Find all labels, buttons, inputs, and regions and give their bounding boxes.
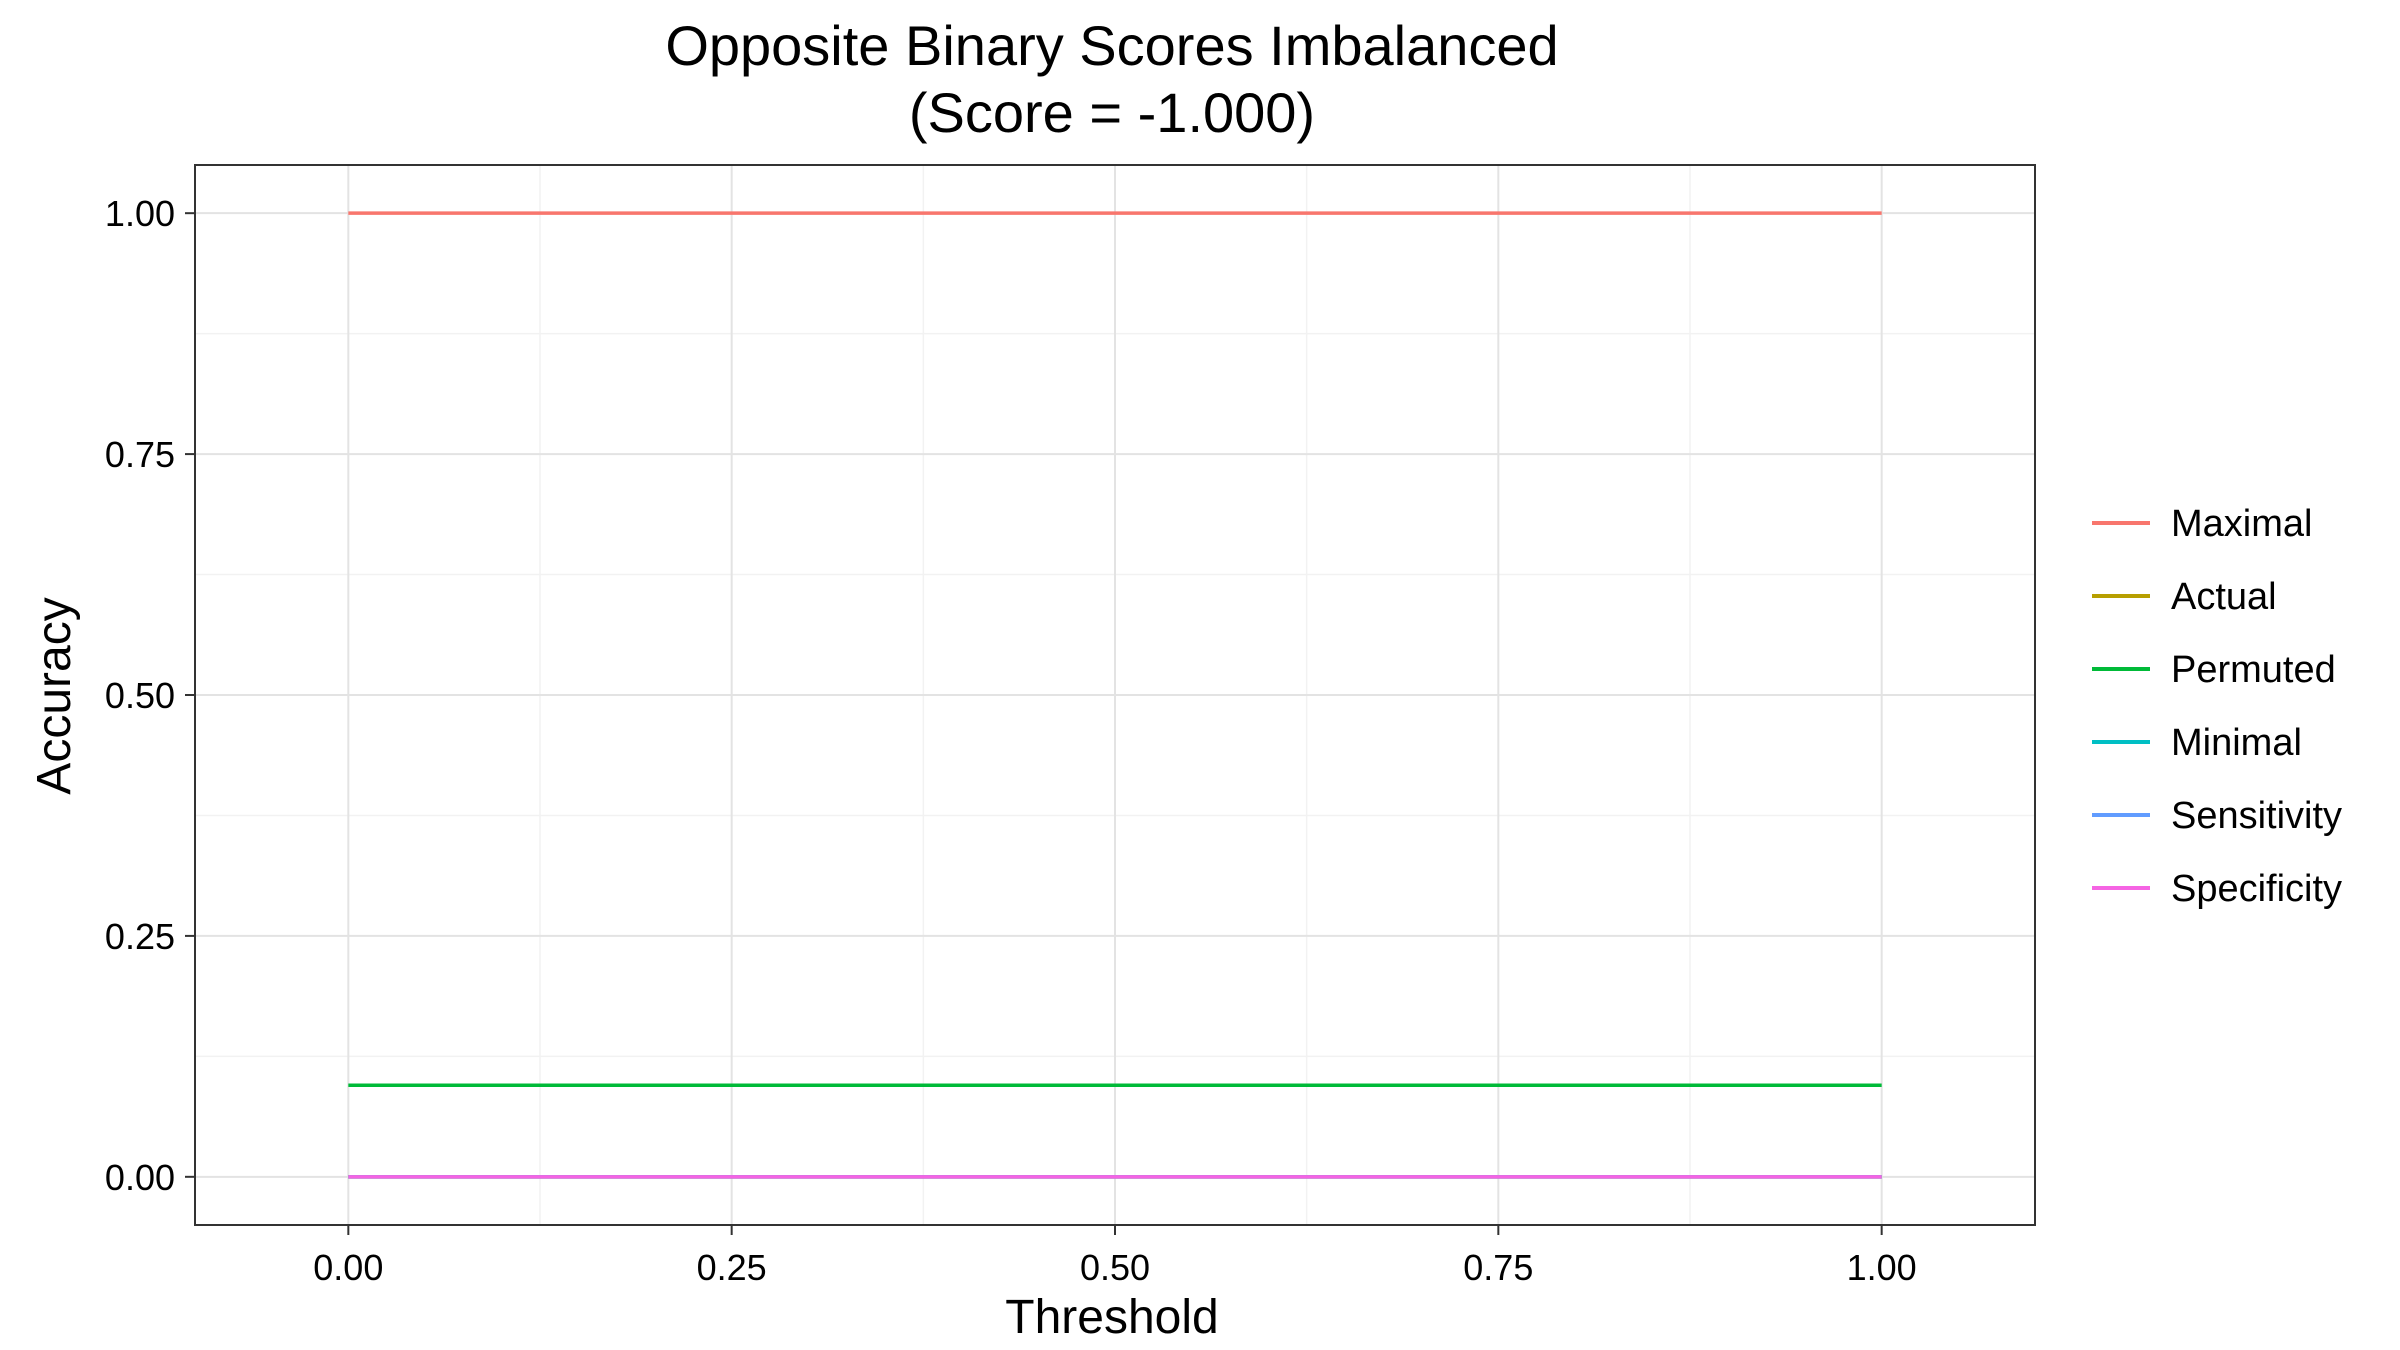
chart-title: Opposite Binary Scores Imbalanced — [665, 14, 1558, 77]
y-tick-label: 1.00 — [105, 193, 175, 234]
legend-label-maximal: Maximal — [2171, 503, 2312, 545]
x-tick-label: 1.00 — [1847, 1247, 1917, 1288]
y-tick-label: 0.50 — [105, 675, 175, 716]
y-tick-label: 0.25 — [105, 916, 175, 957]
legend-label-permuted: Permuted — [2171, 649, 2336, 691]
y-tick-label: 0.75 — [105, 434, 175, 475]
legend-label-specificity: Specificity — [2171, 868, 2342, 910]
legend-label-sensitivity: Sensitivity — [2171, 795, 2342, 837]
y-axis-title: Accuracy — [28, 597, 81, 794]
chart-subtitle: (Score = -1.000) — [909, 81, 1315, 144]
legend: Maximal Actual Permuted Minimal Sensitivity S… — [2092, 503, 2342, 910]
legend-label-minimal: Minimal — [2171, 722, 2302, 764]
x-tick-label: 0.50 — [1080, 1247, 1150, 1288]
y-tick-label: 0.00 — [105, 1157, 175, 1198]
legend-label-actual: Actual — [2171, 576, 2277, 618]
axes: 0.00 0.25 0.50 0.75 1.00 0.00 0.25 0.50 0.75 1.00 — [105, 164, 2036, 1288]
x-axis-title: Threshold — [1005, 1291, 1218, 1344]
x-tick-label: 0.00 — [313, 1247, 383, 1288]
x-tick-label: 0.75 — [1463, 1247, 1533, 1288]
plot-area — [195, 165, 2035, 1225]
x-tick-label: 0.25 — [697, 1247, 767, 1288]
